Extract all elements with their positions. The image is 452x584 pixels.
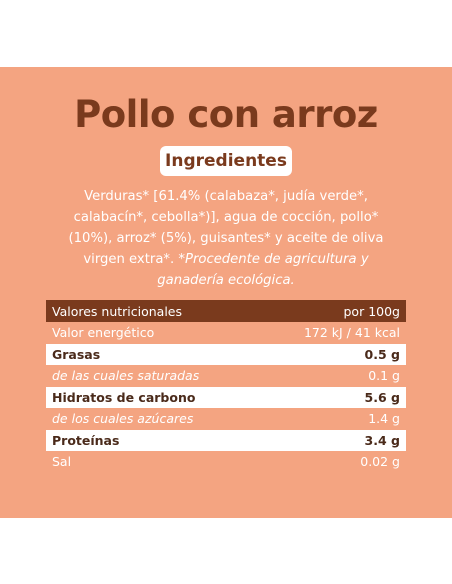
product-title: Pollo con arroz: [74, 93, 378, 136]
nutrition-header-row: Valores nutricionales por 100g: [46, 300, 406, 322]
nutrition-value: 5.6 g: [364, 389, 400, 405]
nutrition-value: 172 kJ / 41 kcal: [303, 325, 400, 341]
nutrition-row-energy: Valor energético 172 kJ / 41 kcal: [46, 322, 406, 344]
nutrition-row-salt: Sal 0.02 g: [46, 451, 406, 473]
nutrition-value: 1.4 g: [368, 411, 400, 427]
nutrition-row-carbs: Hidratos de carbono 5.6 g: [46, 386, 406, 408]
nutrition-header-label: Valores nutricionales: [52, 303, 183, 319]
nutrition-label: Valor energético: [52, 325, 155, 341]
nutrition-table: Valores nutricionales por 100g Valor ene…: [46, 300, 406, 473]
nutrition-row-fat: Grasas 0.5 g: [46, 343, 406, 365]
nutrition-label: Grasas: [52, 346, 101, 362]
nutrition-value: 0.5 g: [364, 346, 400, 362]
nutrition-row-protein: Proteínas 3.4 g: [46, 429, 406, 451]
nutrition-label: de las cuales saturadas: [52, 368, 200, 384]
ingredients-text: Verduras* [61.4% (calabaza*, judía verde…: [64, 186, 388, 291]
ingredients-badge: Ingredientes: [160, 146, 292, 176]
nutrition-header-value: por 100g: [343, 303, 401, 319]
nutrition-label: Proteínas: [52, 432, 120, 448]
nutrition-row-sugars: de los cuales azúcares 1.4 g: [46, 408, 406, 430]
nutrition-label: Sal: [52, 454, 72, 470]
nutrition-value: 0.02 g: [360, 454, 400, 470]
ingredients-note: *Procedente de agricultura y ganadería e…: [157, 252, 369, 288]
nutrition-label: Hidratos de carbono: [52, 389, 196, 405]
nutrition-label: de los cuales azúcares: [52, 411, 194, 427]
nutrition-row-saturated: de las cuales saturadas 0.1 g: [46, 365, 406, 387]
ingredients-list: Verduras* [61.4% (calabaza*, judía verde…: [68, 189, 384, 267]
nutrition-value: 3.4 g: [364, 432, 400, 448]
nutrition-value: 0.1 g: [368, 368, 400, 384]
